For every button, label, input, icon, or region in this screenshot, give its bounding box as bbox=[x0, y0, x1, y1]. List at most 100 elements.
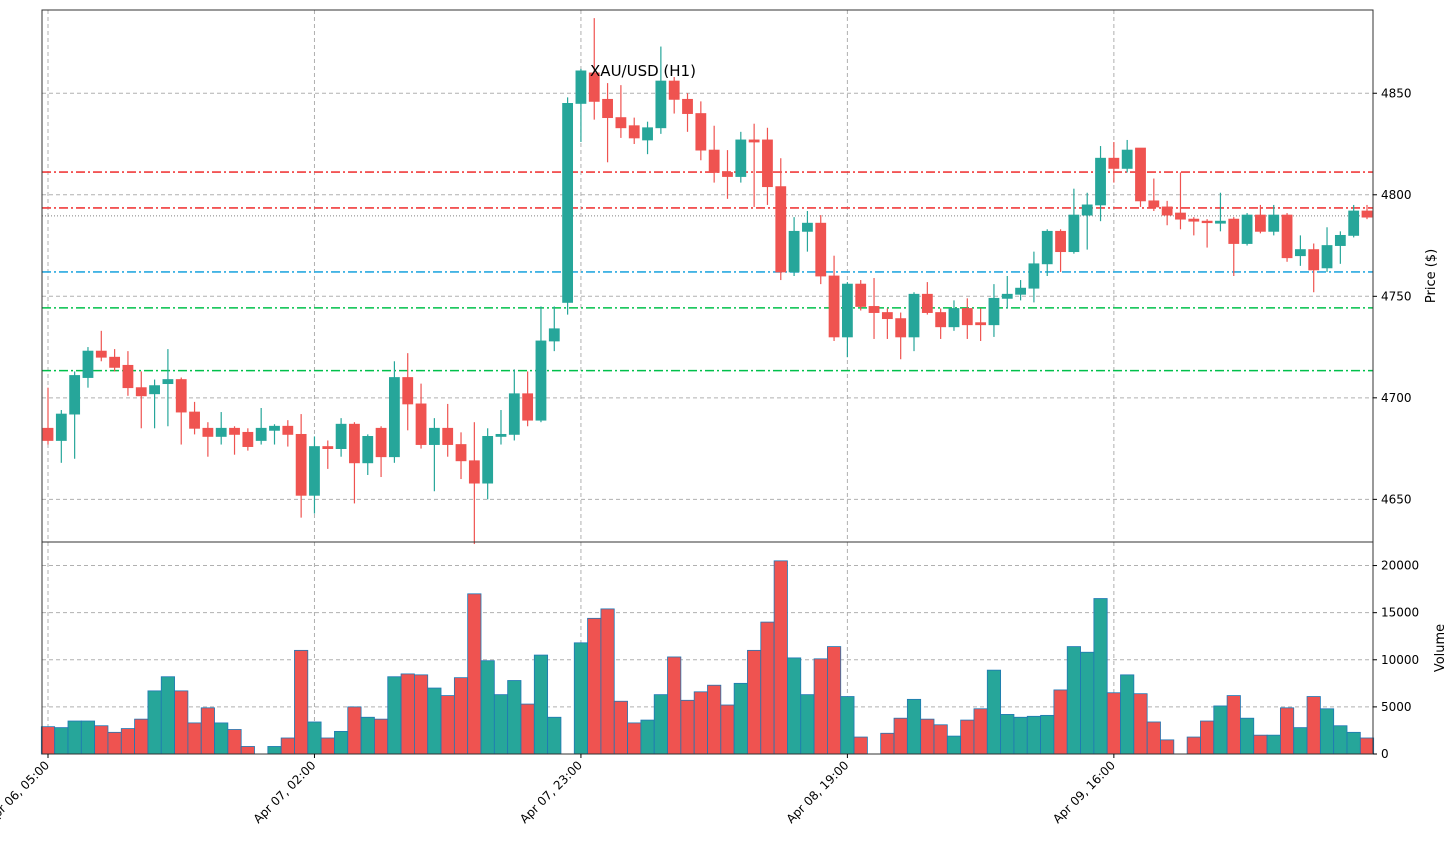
candle-body bbox=[455, 444, 467, 462]
volume-bar bbox=[680, 699, 695, 755]
candle-body bbox=[1055, 230, 1066, 253]
candle-body bbox=[588, 72, 600, 102]
candle bbox=[55, 410, 67, 463]
candle-body bbox=[1041, 230, 1053, 265]
volume-bar bbox=[667, 656, 682, 755]
candle bbox=[562, 97, 574, 315]
volume-bar bbox=[1013, 716, 1028, 755]
candle bbox=[1188, 217, 1200, 236]
candle-body bbox=[255, 427, 267, 441]
candle bbox=[442, 403, 454, 457]
candle bbox=[881, 308, 893, 339]
volume-bar bbox=[613, 700, 628, 755]
volume-bar bbox=[427, 687, 442, 755]
candle bbox=[868, 278, 880, 339]
volume-bar bbox=[1120, 674, 1135, 755]
candle bbox=[788, 217, 800, 276]
volume-bar bbox=[1200, 720, 1215, 755]
candle-body bbox=[975, 322, 987, 326]
candle-body bbox=[42, 427, 54, 441]
candle bbox=[1215, 192, 1226, 232]
candle bbox=[1201, 219, 1213, 248]
volume-bar bbox=[187, 722, 202, 755]
volume-bar bbox=[986, 669, 1002, 755]
candle-body bbox=[548, 328, 560, 342]
volume-bar bbox=[387, 676, 402, 755]
candle bbox=[1015, 280, 1026, 301]
volume-bar bbox=[747, 649, 762, 755]
price-axis-label: Price ($) bbox=[1424, 249, 1439, 303]
candle bbox=[1148, 178, 1160, 212]
candle-body bbox=[149, 385, 160, 395]
candle-body bbox=[535, 340, 547, 421]
candle-body bbox=[1108, 157, 1120, 169]
candle bbox=[655, 46, 667, 134]
candle-body bbox=[921, 293, 933, 313]
candle bbox=[508, 369, 520, 441]
volume-bar bbox=[360, 716, 375, 755]
candle bbox=[95, 330, 107, 362]
candle bbox=[295, 414, 307, 518]
candle-body bbox=[1161, 206, 1173, 216]
candle bbox=[82, 347, 94, 388]
candle-body bbox=[1148, 200, 1160, 208]
volume-bar bbox=[80, 720, 96, 755]
candle-body bbox=[442, 427, 454, 445]
candle-body bbox=[775, 186, 787, 273]
candle-body bbox=[415, 403, 427, 445]
volume-bar bbox=[547, 716, 562, 755]
volume-bar bbox=[67, 720, 82, 755]
volume-panel-frame bbox=[41, 541, 1374, 755]
candle-body bbox=[935, 312, 947, 328]
x-tick-label: Apr 08, 19:00 bbox=[784, 758, 852, 826]
candle-body bbox=[762, 139, 773, 188]
volume-bar bbox=[1026, 715, 1041, 755]
horizontal-lines bbox=[42, 171, 1373, 372]
candle bbox=[1001, 276, 1013, 309]
volume-tick-label: 20000 bbox=[1381, 559, 1419, 573]
candle bbox=[135, 371, 147, 429]
volume-bar bbox=[1066, 646, 1081, 755]
volume-bar bbox=[1293, 727, 1308, 755]
volume-bar bbox=[1093, 598, 1108, 755]
candle-body bbox=[1081, 204, 1093, 216]
candle-body bbox=[1068, 214, 1080, 253]
volume-bar bbox=[827, 646, 842, 755]
candle-body bbox=[682, 98, 693, 114]
grid bbox=[42, 10, 1373, 754]
candle bbox=[1028, 251, 1040, 303]
candle bbox=[615, 85, 627, 138]
volume-bar bbox=[214, 722, 229, 755]
candle-body bbox=[802, 222, 813, 232]
volume-bar bbox=[893, 717, 908, 755]
candle bbox=[1068, 188, 1080, 254]
volume-bar bbox=[707, 684, 722, 755]
candle-body bbox=[735, 139, 747, 177]
volume-bar bbox=[1359, 737, 1375, 755]
candle-body bbox=[668, 80, 680, 100]
candle-body bbox=[948, 308, 960, 328]
candle-body bbox=[575, 70, 587, 104]
candle bbox=[908, 292, 920, 352]
volume-bar bbox=[120, 728, 136, 755]
volume-bar bbox=[453, 677, 469, 755]
volume-bar bbox=[533, 654, 549, 755]
candle bbox=[588, 18, 600, 120]
candle bbox=[895, 312, 907, 360]
volume-bar bbox=[227, 729, 242, 755]
candle bbox=[455, 432, 467, 480]
candle-body bbox=[881, 312, 893, 320]
volume-bar bbox=[240, 746, 255, 755]
volume-bar bbox=[1106, 692, 1121, 755]
volume-bar bbox=[1253, 734, 1268, 755]
candle bbox=[522, 371, 534, 427]
volume-bar bbox=[773, 560, 788, 755]
candle bbox=[1348, 204, 1360, 238]
volume-bar bbox=[587, 617, 602, 755]
volume-bar bbox=[933, 724, 948, 755]
volume-bar bbox=[467, 593, 482, 755]
price-tick-label: 4850 bbox=[1381, 86, 1412, 100]
volume-bar bbox=[1040, 714, 1055, 755]
candle-body bbox=[508, 393, 520, 435]
candle-body bbox=[1348, 210, 1360, 236]
